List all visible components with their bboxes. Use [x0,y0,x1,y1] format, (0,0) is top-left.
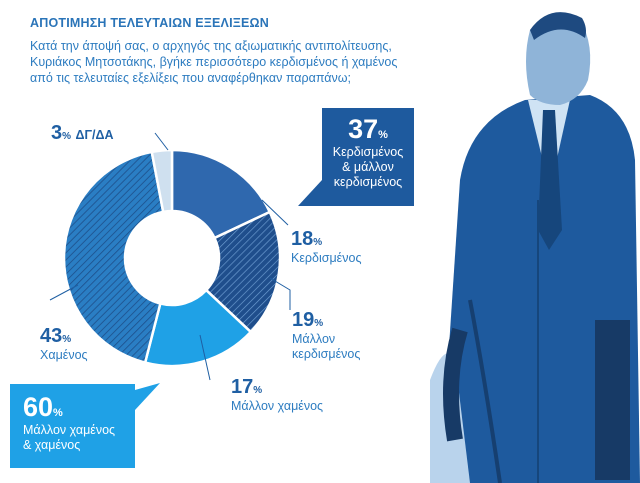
data-label-xamenos: 43% Χαμένος [40,325,88,363]
leader-line [261,199,289,226]
label-unit: % [313,237,323,248]
survey-question: Κατά την άποψή σας, ο αρχηγός της αξιωμα… [30,38,425,86]
data-label-kerdismenos: 18% Κερδισμένος [291,228,361,266]
question-line: Κατά την άποψή σας, ο αρχηγός της αξιωμα… [30,39,392,53]
donut-slice-1 [170,148,272,240]
question-line: από τις τελευταίες εξελίξεις που αναφέρθ… [30,71,352,85]
callout-line: κερδισμένος [333,175,403,189]
callout-pointer [135,383,160,410]
label-value: 17 [231,376,254,398]
callout-unit: % [53,407,63,419]
label-text: Χαμένος [40,348,88,362]
leader-line [199,334,211,381]
label-unit: % [62,334,72,345]
label-unit: % [314,318,324,329]
callout-value: 37 [348,114,379,144]
data-label-dk: 3% ΔΓ/ΔΑ [51,122,113,145]
label-value: 43 [40,325,63,347]
donut-slice-3 [143,288,253,368]
callout-line: Κερδισμένος [332,145,404,159]
label-unit: % [253,385,263,396]
callout-losing: 60% Μάλλον χαμένος & χαμένος [10,384,135,468]
callout-winning: 37% Κερδισμένος & μάλλον κερδισμένος [322,108,414,206]
politician-photo [430,12,640,483]
donut-slice-5 [150,148,174,214]
question-line: Κυριάκος Μητσοτάκης, βγήκε περισσότερο κ… [30,55,398,69]
chart-title: ΑΠΟΤΙΜΗΣΗ ΤΕΛΕΥΤΑΙΩΝ ΕΞΕΛΙΞΕΩΝ [30,16,270,30]
callout-value: 60 [23,392,54,422]
label-text: Κερδισμένος [291,251,362,265]
label-text: κερδισμένος [292,347,361,361]
label-unit: % [62,131,72,142]
leader-line [154,132,169,151]
label-text: Μάλλον [292,332,336,346]
donut-slice-4 [62,150,165,365]
donut-slice-2 [204,210,282,334]
leader-line [269,277,291,310]
data-label-mallon-kerdismenos: 19% Μάλλον κερδισμένος [292,309,360,362]
callout-unit: % [378,129,388,141]
label-value: 19 [292,309,315,331]
callout-line: Μάλλον χαμένος [23,423,116,437]
callout-line: & μάλλον [342,160,394,174]
leader-line [49,284,79,301]
data-label-mallon-xamenos: 17% Μάλλον χαμένος [231,376,323,414]
label-value: 3 [51,122,63,144]
label-text: ΔΓ/ΔΑ [75,128,114,142]
callout-line: & χαμένος [23,438,81,452]
label-value: 18 [291,228,314,250]
label-text: Μάλλον χαμένος [231,399,324,413]
callout-pointer [298,180,322,206]
